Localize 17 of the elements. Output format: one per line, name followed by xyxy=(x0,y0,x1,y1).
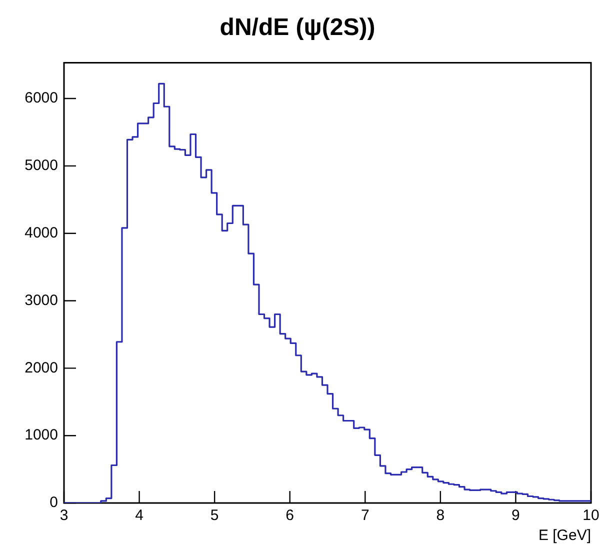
chart-title: dN/dE (ψ(2S)) xyxy=(220,14,376,42)
x-tick-label: 10 xyxy=(582,507,600,524)
x-tick-label: 3 xyxy=(60,507,68,524)
x-tick-label: 5 xyxy=(210,507,219,524)
x-tick-label: 7 xyxy=(360,507,370,524)
x-axis-title: E [GeV] xyxy=(538,527,591,544)
x-tick-label: 6 xyxy=(286,507,294,524)
y-tick-label: 5000 xyxy=(24,157,58,174)
x-tick-label: 8 xyxy=(436,507,445,524)
y-tick-label: 1000 xyxy=(24,426,58,444)
y-tick-label: 3000 xyxy=(24,292,58,309)
y-tick-label: 2000 xyxy=(24,359,58,376)
y-tick-label: 4000 xyxy=(24,224,58,242)
x-tick-label: 4 xyxy=(135,507,144,524)
y-tick-label: 6000 xyxy=(24,90,58,107)
y-tick-label: 0 xyxy=(50,494,58,512)
x-tick-label: 9 xyxy=(512,507,520,524)
